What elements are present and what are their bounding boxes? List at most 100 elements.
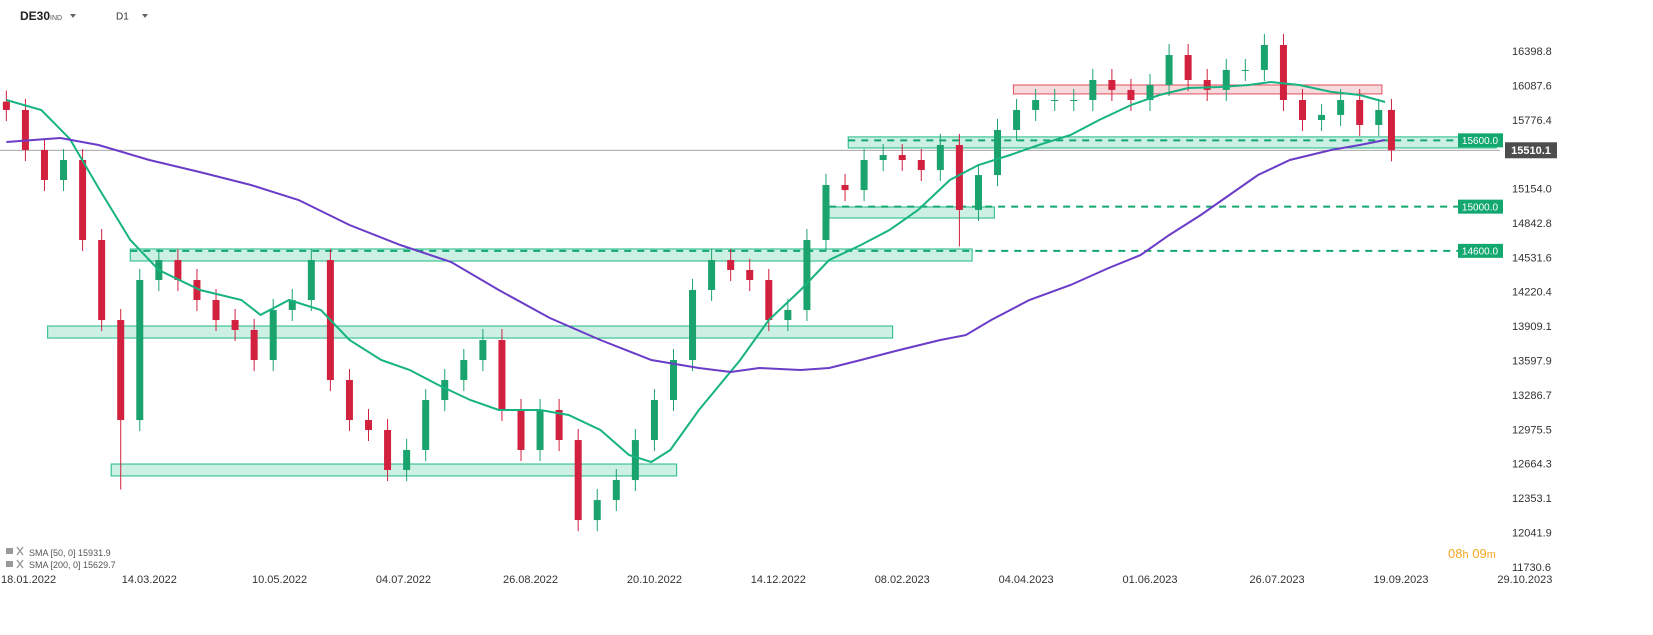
- candle-body: [1260, 44, 1268, 70]
- zone: [110, 463, 678, 477]
- legend-value: 15931.9: [78, 548, 111, 558]
- candle-body: [79, 160, 87, 241]
- candle-body: [1299, 100, 1306, 121]
- y-tick-label: 12975.5: [1512, 424, 1552, 436]
- x-tick-label: 10.05.2022: [252, 574, 307, 586]
- timer-unit: m: [1487, 549, 1496, 561]
- candle-body: [1337, 100, 1345, 115]
- candle-body: [1165, 55, 1173, 85]
- candle-body: [994, 129, 1002, 176]
- candle-body: [765, 280, 773, 321]
- candle-body: [593, 500, 601, 521]
- candle-body: [1013, 109, 1021, 130]
- candle-body: [803, 240, 811, 310]
- candle-body: [1203, 80, 1211, 90]
- legend-remove[interactable]: [16, 559, 24, 569]
- x-tick-label: 18.01.2022: [1, 574, 56, 586]
- candle-body: [1127, 89, 1135, 101]
- zone: [847, 136, 1497, 149]
- legend-value: 15629.7: [83, 560, 116, 570]
- candle-body: [1222, 69, 1230, 90]
- x-tick-label: 01.06.2023: [1122, 574, 1177, 586]
- candle-body: [441, 380, 449, 401]
- sma-line: [6, 136, 1386, 374]
- candle-body: [384, 429, 392, 470]
- legend-icon[interactable]: [6, 548, 13, 554]
- sma-line: [6, 80, 1386, 464]
- candle-body: [40, 149, 48, 181]
- candle-body: [555, 409, 563, 441]
- candle-body: [98, 240, 106, 321]
- legend-icon[interactable]: [6, 561, 13, 567]
- candle-body: [460, 360, 468, 381]
- candle-body: [917, 160, 925, 170]
- plot: 16398.816087.615776.415465.215154.014842…: [0, 33, 1557, 586]
- legend-name: SMA [50, 0]: [29, 548, 76, 558]
- candle-body: [1089, 80, 1097, 101]
- candle-body: [517, 409, 525, 450]
- y-tick-label: 16087.6: [1512, 80, 1552, 92]
- candle-body: [689, 289, 697, 361]
- candle-body: [784, 309, 792, 321]
- candle-body: [1356, 100, 1364, 125]
- candle-body: [1146, 84, 1154, 101]
- candle-body: [746, 269, 754, 281]
- candle-body: [288, 300, 296, 310]
- candle-body: [669, 360, 677, 401]
- x-tick-label: 20.10.2022: [627, 574, 682, 586]
- y-tick-label: 11730.6: [1512, 562, 1551, 574]
- zone: [1012, 84, 1383, 95]
- candle-body: [708, 260, 716, 290]
- candle-body: [174, 260, 182, 281]
- timeframe[interactable]: D1: [116, 12, 129, 23]
- candle-body: [1108, 80, 1116, 90]
- candle-body: [345, 380, 353, 421]
- symbol[interactable]: DE30: [20, 9, 50, 23]
- candle-body: [498, 340, 506, 410]
- legend-remove[interactable]: [16, 546, 24, 556]
- candle-body: [631, 440, 639, 481]
- candle-body: [536, 409, 544, 450]
- y-tick-label: 15154.0: [1512, 184, 1552, 196]
- y-tick-label: 14531.6: [1512, 252, 1552, 264]
- candle-body: [117, 320, 125, 421]
- symbol-caret[interactable]: [70, 14, 76, 18]
- candle-body: [307, 260, 315, 301]
- y-tick-label: 14842.8: [1512, 218, 1552, 230]
- zone: [828, 206, 995, 219]
- candle-body: [2, 101, 10, 110]
- x-tick-label: 26.07.2023: [1250, 574, 1305, 586]
- candle-body: [422, 400, 430, 450]
- timer-minutes: 09: [1472, 546, 1486, 561]
- legend-entry: SMA [50, 0] 15931.9: [29, 548, 111, 558]
- level-label-box: [1458, 243, 1503, 258]
- candle-body: [860, 160, 868, 191]
- y-tick-label: 13597.9: [1512, 355, 1552, 367]
- timer: 08h 09m: [1448, 546, 1496, 561]
- candle-body: [136, 280, 144, 421]
- x-tick-label: 14.12.2022: [751, 574, 806, 586]
- candle-body: [1241, 69, 1249, 71]
- candle-body: [1051, 100, 1059, 102]
- candle-body: [1279, 44, 1287, 101]
- candle-body: [231, 320, 239, 330]
- symbol-type: IND: [50, 15, 62, 22]
- level-label-box: [1458, 133, 1503, 148]
- x-tick-label: 04.07.2022: [376, 574, 431, 586]
- candle-body: [822, 184, 830, 241]
- level-label: 15600.0: [1462, 136, 1499, 147]
- y-tick-label: 13909.1: [1512, 321, 1552, 333]
- candle-body: [612, 480, 620, 501]
- candle-body: [193, 280, 201, 301]
- x-tick-label: 14.03.2022: [122, 574, 177, 586]
- y-tick-label: 13286.7: [1512, 390, 1552, 402]
- x-tick-label: 26.08.2022: [503, 574, 558, 586]
- candle-body: [212, 300, 220, 321]
- candle-body: [1184, 55, 1192, 81]
- candle-body: [1318, 114, 1326, 121]
- timeframe-caret[interactable]: [142, 14, 148, 18]
- current-price-label: 15510.1: [1511, 145, 1551, 157]
- y-tick-label: 12353.1: [1512, 493, 1552, 505]
- legend-entry: SMA [200, 0] 15629.7: [29, 560, 116, 570]
- candle-body: [974, 175, 982, 210]
